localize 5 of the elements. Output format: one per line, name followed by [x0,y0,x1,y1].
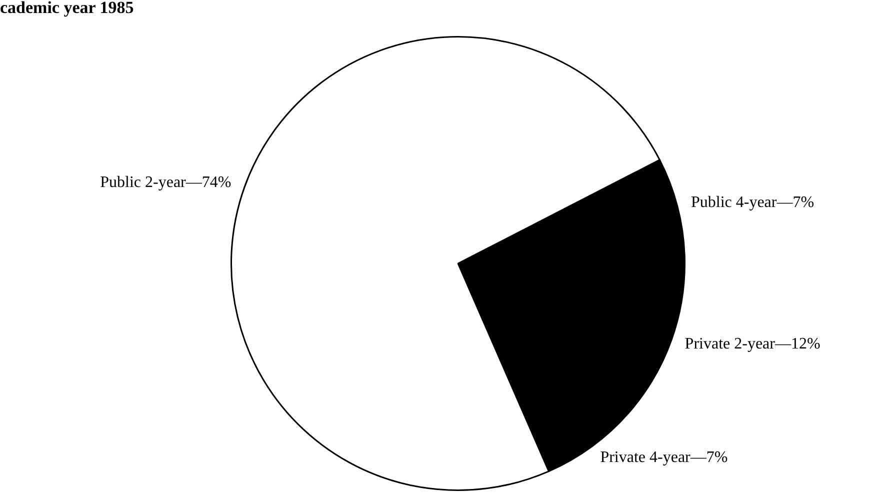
slice-label: Public 4-year—7% [690,194,814,212]
slice-label: Private 4-year—7% [600,448,728,466]
slice-label: Public 2-year—74% [100,174,232,191]
chart-title: cademic year 1985 [0,0,134,18]
slice-label: Private 2-year—12% [684,335,820,352]
